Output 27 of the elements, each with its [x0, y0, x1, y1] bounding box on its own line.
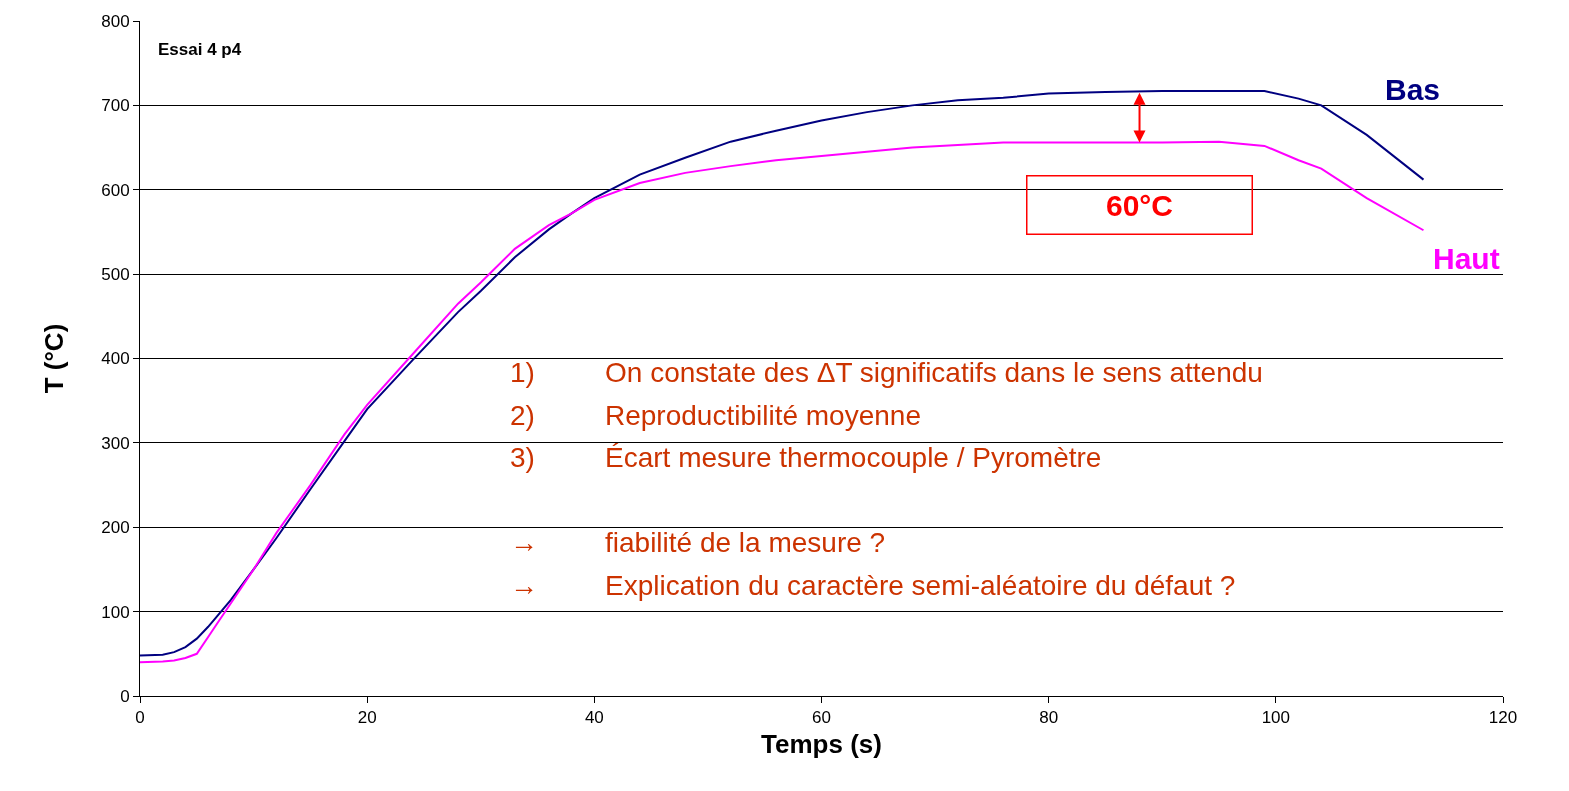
x-tick-label: 40 [584, 708, 604, 728]
y-tick-label: 500 [101, 265, 130, 285]
text: 3) Écart mesure thermocouple / Pyromètre [510, 442, 1102, 473]
y-tick-label: 600 [101, 180, 130, 200]
x-tick-label: 120 [1488, 708, 1518, 728]
y-tick-label: 0 [120, 686, 130, 706]
text: → fiabilité de la mesure ? [510, 527, 886, 558]
y-axis-title: T (°C) [38, 323, 69, 394]
x-axis-title: Temps (s) [761, 729, 882, 760]
y-tick-label: 200 [101, 518, 130, 538]
x-tick-label: 80 [1039, 708, 1059, 728]
y-tick-label: 100 [101, 602, 130, 622]
series-label: Haut [1433, 242, 1500, 275]
text: 1) On constate des ΔT significatifs dans le sens attendu [510, 357, 1263, 388]
x-tick-label: 0 [135, 708, 145, 728]
y-tick-label: 300 [101, 433, 130, 453]
text: → Explication du caractère semi-aléatoire du défaut ? [510, 570, 1236, 601]
annotation: Essai 4 p4 [158, 40, 242, 59]
series-label: Bas [1385, 73, 1441, 106]
x-tick-label: 60 [812, 708, 831, 728]
y-tick-label: 700 [101, 96, 130, 116]
y-tick-label: 800 [101, 11, 130, 31]
x-tick-label: 100 [1261, 708, 1291, 728]
annotation: 60°C [1105, 188, 1174, 222]
x-tick-label: 20 [357, 708, 377, 728]
text: 2) Reproductibilité moyenne [510, 400, 921, 431]
y-tick-label: 400 [101, 349, 130, 369]
